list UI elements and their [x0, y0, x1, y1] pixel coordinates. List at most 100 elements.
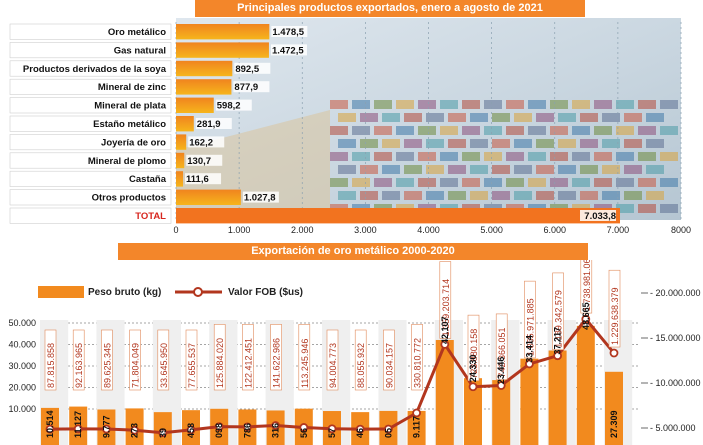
bar: [576, 325, 595, 445]
container-block: [660, 178, 678, 187]
container-block: [660, 100, 678, 109]
fob-point: [468, 382, 478, 392]
value-label: 1.027,8: [244, 193, 276, 204]
fob-point: [242, 422, 252, 432]
container-block: [404, 139, 422, 148]
container-block: [448, 113, 466, 122]
container-block: [558, 165, 576, 174]
container-block: [426, 113, 444, 122]
bar-value-label-group: 316: [271, 423, 281, 438]
container-block: [580, 139, 598, 148]
fob-value-label-group: 122.412.451: [242, 324, 254, 391]
bar-value-label-group: 273: [130, 423, 140, 438]
container-block: [550, 126, 568, 135]
fob-label-box: [270, 324, 282, 391]
bar-value-label-group: 9.117: [412, 416, 422, 438]
bar-value-label: 24.330: [468, 355, 478, 383]
container-block: [660, 126, 678, 135]
container-block: [330, 100, 348, 109]
left-tick-label: 10.000: [8, 404, 36, 414]
fob-point: [102, 424, 111, 434]
legend-label-bar: Peso bruto (kg): [88, 287, 161, 298]
bar-value-label-group: 05: [383, 428, 393, 438]
container-block: [536, 113, 554, 122]
fob-point: [355, 424, 365, 434]
fob-point: [383, 424, 393, 434]
fob-value-label: 1.359.203.714: [441, 279, 451, 337]
chart2-title: Exportación de oro metálico 2000-2020: [118, 243, 588, 260]
fob-value-label-group: 723.880.158: [467, 314, 480, 382]
container-block: [536, 165, 554, 174]
container-block: [352, 178, 370, 187]
container-block: [440, 152, 458, 161]
container-block: [470, 113, 488, 122]
container-block: [426, 165, 444, 174]
bar-value-label-group: 9.777: [101, 415, 111, 438]
container-block: [580, 113, 598, 122]
bar: [176, 60, 233, 77]
fob-label-box: [298, 324, 311, 391]
bar-value-label-group: 11.127: [73, 411, 83, 438]
category-label: Gas natural: [114, 45, 166, 56]
container-block: [616, 152, 634, 161]
container-block: [514, 191, 532, 200]
x-tick-label: 5.000: [480, 225, 503, 235]
bar: [176, 134, 187, 150]
fob-value-label-group: 90.034.157: [383, 329, 395, 391]
x-tick-label: 0: [173, 225, 178, 235]
fob-value-label: 87.815.858: [46, 343, 56, 388]
container-block: [396, 100, 414, 109]
container-block: [484, 126, 502, 135]
container-block: [440, 126, 458, 135]
fob-value-label-group: 87.815.858: [44, 329, 57, 391]
fob-value-label-group: 113.245.946: [298, 324, 311, 391]
container-block: [330, 126, 348, 135]
container-block: [624, 165, 642, 174]
container-block: [418, 178, 436, 187]
fob-value-label: 141.622.986: [272, 338, 282, 388]
container-block: [396, 126, 414, 135]
fob-value-label-group: 742.366.051: [495, 313, 508, 380]
container-block: [660, 204, 678, 213]
container-block: [352, 152, 370, 161]
fob-value-label: 330.810.772: [413, 338, 423, 388]
fob-point: [158, 428, 168, 438]
container-block: [470, 139, 488, 148]
container-block: [404, 165, 422, 174]
container-block: [550, 178, 568, 187]
container-block: [514, 113, 532, 122]
bar-value-label: 05: [383, 428, 393, 438]
fob-point: [525, 359, 534, 369]
export-products-chart: 0 1.000 2.000 3.000 4.000 5.000 6.000 7.000 8000…: [9, 18, 691, 235]
bar-value-label-group: 10.514: [45, 410, 55, 438]
bar-value-label: 9.777: [101, 415, 111, 438]
bar-value-label: 9.117: [412, 416, 422, 438]
fob-value-label: 125.884.020: [215, 338, 225, 388]
fob-value-label-group: 94.004.773: [326, 329, 339, 391]
bar-value-label-group: 33.414: [524, 335, 534, 363]
gold-export-chart: Peso bruto (kg) Valor FOB ($us) 50.000 40.0…: [8, 260, 701, 445]
legend-label-line: Valor FOB ($us): [228, 287, 303, 298]
fob-label-box: [495, 313, 508, 380]
bar-value-label: 27.309: [609, 410, 619, 438]
container-block: [660, 152, 678, 161]
fob-label-box: [383, 329, 395, 391]
x-tick-label: 3.000: [354, 225, 377, 235]
value-label: 1.472,5: [272, 45, 304, 56]
container-block: [514, 139, 532, 148]
bar: [492, 380, 511, 445]
bar: [407, 410, 426, 445]
container-block: [426, 191, 444, 200]
fob-value-label-group: 1.229.638.379: [608, 269, 621, 348]
container-block: [514, 165, 532, 174]
container-block: [624, 113, 642, 122]
fob-value-label-group: 141.622.986: [270, 324, 282, 391]
fob-value-label: 89.625.345: [102, 343, 112, 388]
fob-value-label-group: 33.645.950: [157, 329, 170, 391]
fob-label-box: [242, 324, 254, 391]
container-block: [646, 165, 664, 174]
container-block: [602, 113, 620, 122]
bar-value-label: 273: [130, 423, 140, 438]
container-block: [404, 113, 422, 122]
container-block: [396, 152, 414, 161]
